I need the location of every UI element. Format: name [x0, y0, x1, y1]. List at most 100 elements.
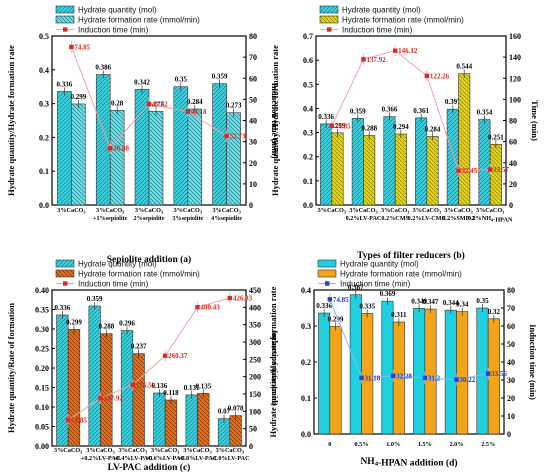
legend-label: Hydrate formation rate (mmol/min): [340, 270, 462, 279]
bar-data-label: 0.284: [187, 98, 203, 106]
induction-time-point: [65, 417, 71, 423]
category-label: 0.2%NH4-HPAN: [468, 215, 513, 224]
right-tick-label: 80: [509, 117, 517, 126]
category-label: 3%CaCO3: [96, 207, 125, 215]
panel-caption: Sepiolite addition (a): [107, 254, 191, 265]
category-label: 3%CaCO3: [135, 207, 164, 215]
category-label: +1%sepiolite: [93, 215, 128, 222]
induction-time-point: [456, 168, 461, 173]
bar-formation-rate: [329, 326, 342, 435]
induction-time-point: [454, 377, 459, 382]
right-tick-label: 40: [507, 358, 515, 367]
category-label: 3%CaCO3: [349, 207, 378, 215]
legend-marker: [327, 27, 332, 32]
legend-label: Hydrate formation rate (mmol/min): [78, 270, 200, 279]
left-axis-title: Hydrate quantity/Hydrate formation rate: [268, 286, 278, 437]
panel-caption: LV-PAC addition (c): [108, 462, 191, 473]
induction-time-point: [422, 375, 428, 381]
bar-data-label: 0.237: [131, 343, 147, 351]
right-tick-label: 60: [507, 322, 515, 331]
induction-data-label: 32.28: [396, 372, 412, 380]
bar-data-label: 0.28: [111, 99, 124, 107]
bar-formation-rate: [456, 311, 469, 435]
legend-swatch: [55, 259, 75, 268]
induction-time-point: [329, 123, 335, 129]
category-label: +0.6%LV-PAC: [145, 455, 184, 462]
bar-formation-rate: [187, 108, 203, 206]
induction-time-point: [146, 101, 152, 107]
induction-data-label: 400.43: [201, 304, 221, 312]
panel-caption: NH4-HPAN addition (d): [360, 457, 457, 469]
category-label: 3%CaCO3: [174, 207, 203, 215]
left-tick-label: 0.35: [35, 306, 49, 315]
right-tick-label: 70: [507, 304, 515, 313]
induction-time-point: [98, 395, 103, 401]
bar-hydrate-quantity: [413, 308, 426, 435]
bar-data-label: 0.344: [443, 299, 459, 307]
right-tick-label: 150: [249, 390, 261, 399]
bar-data-label: 0.131: [184, 384, 200, 392]
right-tick-label: 40: [509, 159, 517, 168]
chart-panel-d: 0.0 0.1 0.2 0.3 0.4 0 10 20 30 40 50 60 70 80 0.336 0.2…: [268, 260, 538, 469]
left-tick-label: 0.2: [303, 153, 313, 162]
left-tick-label: 0.00: [35, 442, 49, 451]
bar-data-label: 0.359: [350, 107, 366, 115]
left-tick-label: 0.4: [303, 104, 313, 113]
left-tick-label: 0.05: [35, 423, 49, 432]
bar-data-label: 0.299: [328, 315, 344, 323]
bar-formation-rate: [489, 144, 502, 206]
induction-data-label: 137.92: [367, 56, 387, 64]
induction-data-label: 31.18: [365, 374, 381, 382]
bar-hydrate-quantity: [444, 309, 457, 435]
right-tick-label: 10: [249, 180, 257, 189]
bar-data-label: 0.34: [456, 301, 469, 309]
induction-data-label: 74.85: [74, 43, 90, 51]
bar-data-label: 0.118: [163, 389, 179, 397]
legend-label: Induction time (min): [342, 26, 413, 35]
category-label: 3%CaCO3: [57, 207, 86, 215]
induction-time-point: [185, 109, 190, 114]
induction-time-point: [195, 304, 200, 310]
induction-time-point: [227, 295, 233, 301]
bar-hydrate-quantity: [57, 91, 72, 206]
induction-time-line: [329, 299, 489, 381]
left-tick-label: 0.40: [35, 286, 49, 295]
induction-time-point: [485, 371, 491, 376]
right-axis-title: Time (min): [530, 100, 540, 141]
bar-data-label: 0.078: [228, 405, 244, 413]
right-tick-label: 60: [249, 74, 257, 83]
bar-data-label: 0.07: [218, 408, 231, 416]
left-tick-label: 0.30: [35, 325, 49, 334]
induction-time-point: [130, 382, 136, 388]
legend-swatch: [319, 15, 339, 24]
right-tick-label: 50: [507, 340, 515, 349]
left-tick-label: 0.0: [301, 430, 311, 439]
category-label: 3%CaCO3: [151, 447, 180, 455]
legend-marker: [325, 281, 330, 286]
bar-hydrate-quantity: [217, 418, 231, 447]
bar-data-label: 0.294: [393, 123, 409, 131]
bar-hydrate-quantity: [381, 300, 394, 435]
bar-data-label: 0.135: [195, 382, 211, 390]
induction-time-point: [487, 167, 493, 172]
right-tick-label: 350: [249, 321, 261, 330]
induction-time-point: [392, 48, 398, 53]
bar-formation-rate: [132, 353, 145, 447]
bar-hydrate-quantity: [56, 314, 69, 447]
legend-label: Hydrate quantity (mol): [78, 6, 157, 15]
bar-formation-rate: [424, 308, 437, 435]
bar-data-label: 0.342: [134, 78, 150, 86]
bar-data-label: 0.366: [382, 106, 398, 114]
legend-swatch: [55, 269, 75, 278]
right-tick-label: 70: [249, 53, 257, 62]
bar-formation-rate: [71, 103, 86, 206]
bar-formation-rate: [458, 73, 471, 206]
category-label: 3%CaCO3: [119, 447, 148, 455]
legend-marker: [63, 281, 68, 286]
category-label: 3%CaCO3: [216, 447, 245, 455]
right-tick-label: 20: [509, 180, 517, 189]
bar-formation-rate: [426, 136, 439, 206]
plot-frame: [313, 289, 505, 435]
legend-swatch: [55, 15, 75, 24]
